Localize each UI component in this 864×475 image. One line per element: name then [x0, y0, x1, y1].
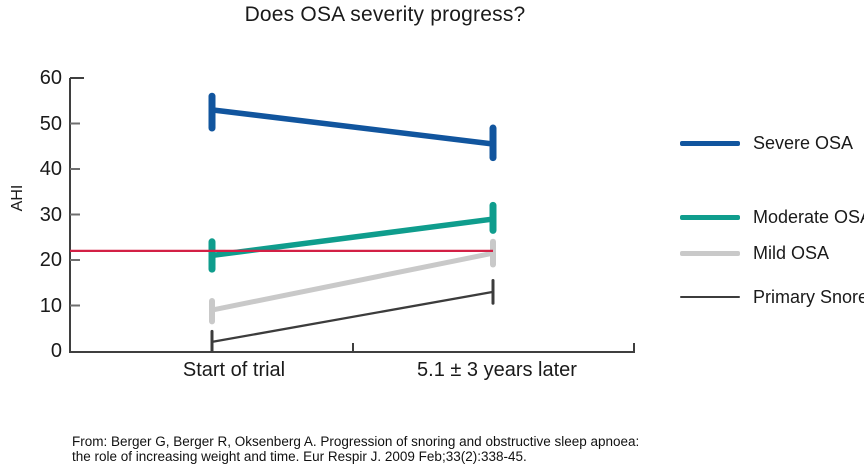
- legend-swatch-mild-osa: [680, 250, 740, 256]
- y-tick-label-40: 40: [39, 158, 62, 180]
- y-tick-label-30: 30: [39, 203, 62, 226]
- legend-item-moderate-osa: Moderate OSA: [680, 205, 864, 229]
- x-category-start-of-trial: Start of trial: [182, 359, 286, 381]
- legend-label-primary-snorers: Primary Snorers: [753, 286, 864, 307]
- series-line-severe-osa: [211, 107, 494, 147]
- series-line-moderate-osa: [211, 216, 494, 259]
- citation-line-1: From: Berger G, Berger R, Oksenberg A. P…: [72, 434, 640, 449]
- legend-item-primary-snorers: Primary Snorers: [680, 285, 864, 309]
- legend-swatch-moderate-osa: [680, 214, 740, 220]
- legend-label-moderate-osa: Moderate OSA: [753, 206, 864, 227]
- y-tick-label-60: 60: [39, 67, 62, 89]
- legend-swatch-severe-osa: [680, 140, 740, 146]
- series-line-mild-osa: [211, 250, 494, 313]
- x-category-years-later: 5.1 ± 3 years later: [417, 359, 577, 381]
- legend-label-mild-osa: Mild OSA: [753, 242, 830, 263]
- legend-swatch-primary-snorers: [680, 296, 740, 298]
- y-tick-label-10: 10: [39, 294, 62, 317]
- y-tick-label-50: 50: [39, 112, 62, 135]
- legend-label-severe-osa: Severe OSA: [753, 132, 854, 153]
- citation: From: Berger G, Berger R, Oksenberg A. P…: [72, 434, 639, 464]
- citation-line-2: the role of increasing weight and time. …: [72, 449, 527, 464]
- legend-item-severe-osa: Severe OSA: [680, 131, 853, 155]
- chart-title: Does OSA severity progress?: [244, 3, 526, 26]
- y-tick-label-20: 20: [39, 249, 62, 271]
- series-line-primary-snorers: [211, 290, 494, 344]
- y-tick-label-0: 0: [50, 340, 62, 362]
- legend-item-mild-osa: Mild OSA: [680, 241, 829, 265]
